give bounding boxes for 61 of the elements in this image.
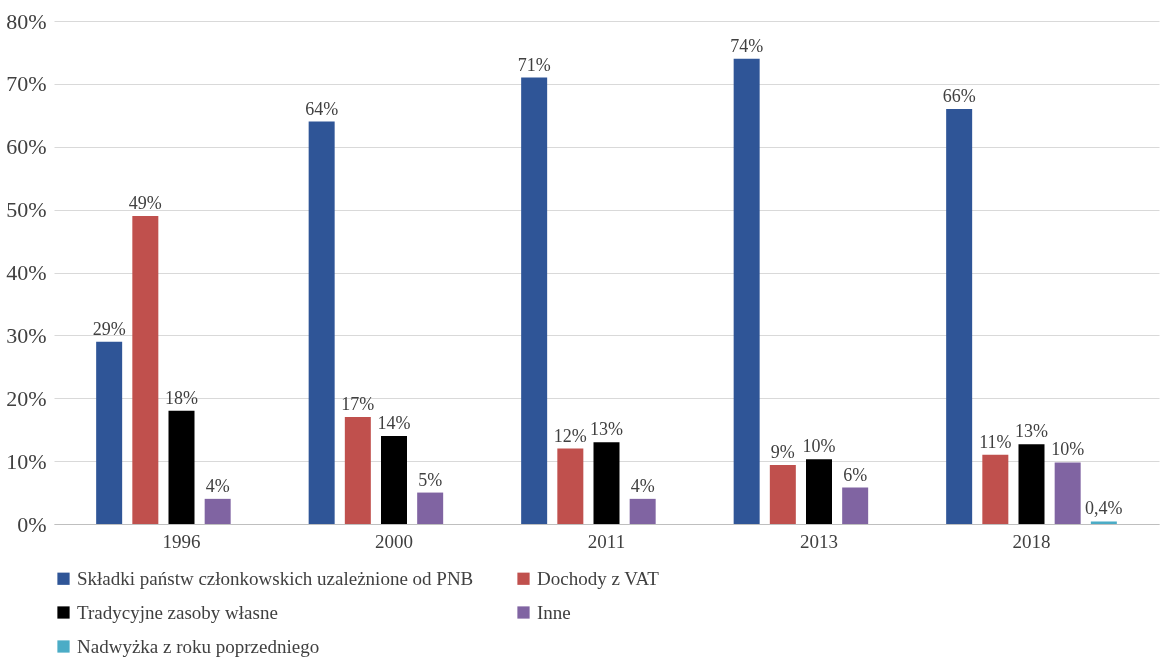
data-label: 11% — [979, 431, 1012, 452]
legend-label: Nadwyżka z roku poprzedniego — [77, 635, 320, 657]
bar — [806, 459, 832, 524]
bar — [204, 498, 231, 524]
x-tick-label: 2011 — [587, 530, 626, 552]
data-label: 6% — [843, 464, 868, 485]
data-label: 29% — [92, 318, 126, 339]
legend-label: Inne — [537, 601, 571, 623]
data-label: 14% — [377, 412, 411, 433]
data-label: 17% — [341, 394, 375, 415]
bar — [557, 448, 584, 524]
legend-label: Składki państw członkowskich uzależnione od PNB — [77, 567, 474, 589]
y-tick-label: 60% — [6, 134, 47, 160]
bar — [593, 442, 620, 524]
bar — [344, 417, 371, 524]
y-tick-label: 70% — [6, 71, 47, 97]
bar — [1090, 521, 1117, 524]
data-label: 49% — [128, 192, 162, 213]
data-label: 13% — [1015, 421, 1048, 442]
legend-label: Tradycyjne zasoby własne — [77, 601, 278, 623]
bar — [417, 492, 444, 524]
bar — [733, 58, 760, 524]
data-label: 12% — [553, 425, 587, 446]
y-tick-label: 10% — [6, 448, 47, 474]
y-tick-label: 20% — [6, 385, 47, 411]
data-label: 64% — [305, 98, 339, 119]
data-label: 66% — [942, 86, 976, 107]
bar — [769, 464, 796, 524]
bar — [1018, 444, 1045, 524]
y-tick-label: 80% — [6, 8, 47, 34]
legend-label: Dochody z VAT — [537, 567, 660, 589]
x-tick-label: 2018 — [1012, 530, 1051, 552]
x-tick-label: 2000 — [375, 530, 413, 552]
data-label: 0,4% — [1085, 498, 1123, 519]
bar — [1054, 462, 1081, 524]
data-label: 10% — [1051, 439, 1085, 460]
bar — [168, 410, 195, 524]
y-tick-label: 50% — [6, 197, 47, 223]
data-label: 74% — [730, 35, 764, 56]
data-label: 13% — [590, 419, 623, 440]
x-tick-label: 1996 — [162, 530, 201, 552]
data-label: 9% — [770, 441, 795, 462]
bar — [982, 454, 1009, 524]
bar — [629, 498, 656, 524]
y-tick-label: 0% — [17, 511, 47, 537]
y-tick-label: 30% — [6, 322, 47, 348]
data-label: 4% — [630, 475, 655, 496]
data-label: 18% — [165, 387, 198, 408]
bar — [521, 77, 548, 524]
data-label: 4% — [205, 475, 230, 496]
data-label: 10% — [802, 436, 836, 457]
bar — [132, 215, 159, 524]
bar — [946, 109, 973, 524]
data-label: 5% — [418, 469, 443, 490]
x-tick-label: 2013 — [800, 530, 838, 552]
bar — [96, 341, 123, 524]
bar — [381, 435, 407, 524]
bar — [842, 487, 869, 524]
data-label: 71% — [517, 54, 551, 75]
y-tick-label: 40% — [6, 260, 47, 285]
bar — [308, 121, 335, 524]
